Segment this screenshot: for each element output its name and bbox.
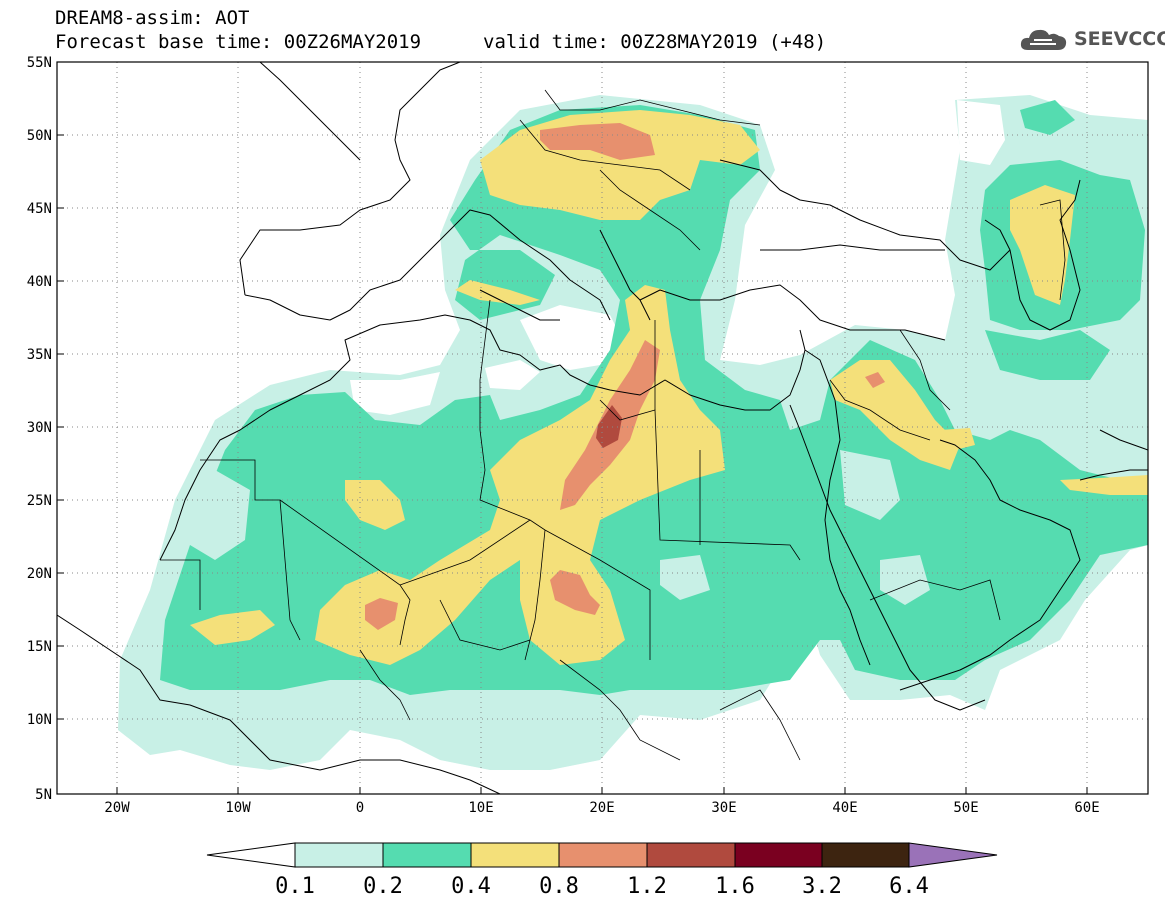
colorbar-label: 1.6: [715, 874, 755, 899]
lon-label: 20W: [104, 800, 130, 816]
valid-time: valid time: 00Z28MAY2019 (+48): [483, 31, 827, 53]
colorbar: [206, 842, 998, 868]
colorbar-label: 0.8: [539, 874, 579, 899]
colorbar-bin: [382, 842, 472, 868]
aot-clear-areas: [350, 100, 1005, 415]
colorbar-label: 6.4: [889, 874, 929, 899]
colorbar-label: 0.4: [451, 874, 491, 899]
lon-label: 30E: [711, 800, 736, 816]
aot-contours: [118, 95, 1148, 770]
colorbar-bin: [470, 842, 560, 868]
logo-text: SEEVCCC: [1074, 28, 1165, 50]
lon-label: 0: [356, 800, 364, 816]
lon-label: 20E: [589, 800, 614, 816]
country-borders: [160, 89, 1066, 761]
map-graticule: [57, 62, 1148, 794]
lat-label: 5N: [35, 787, 52, 803]
lat-label: 15N: [27, 639, 52, 655]
lon-label: 10W: [225, 800, 251, 816]
colorbar-label: 1.2: [627, 874, 667, 899]
colorbar-labels: 0.1 0.2 0.4 0.8 1.2 1.6 3.2 6.4: [275, 874, 929, 899]
lat-label: 20N: [27, 566, 52, 582]
lat-label: 30N: [27, 420, 52, 436]
colorbar-label: 0.2: [363, 874, 403, 899]
forecast-base-time: Forecast base time: 00Z26MAY2019: [55, 31, 422, 53]
colorbar-label: 0.1: [275, 874, 315, 899]
longitude-labels: 20W 10W 0 10E 20E 30E 40E 50E 60E: [104, 800, 1099, 816]
lon-label: 40E: [832, 800, 857, 816]
colorbar-label: 3.2: [802, 874, 842, 899]
lat-label: 50N: [27, 128, 52, 144]
lon-label: 60E: [1074, 800, 1099, 816]
map-title: DREAM8-assim: AOT: [55, 7, 250, 29]
seevccc-logo: SEEVCCC: [1018, 24, 1165, 54]
colorbar-bin: [294, 842, 384, 868]
coastlines: [57, 62, 1148, 794]
colorbar-bin: [646, 842, 736, 868]
lat-label: 35N: [27, 347, 52, 363]
aot-level-0.1-patches: [185, 450, 930, 605]
lon-label: 10E: [468, 800, 493, 816]
lon-label: 50E: [953, 800, 978, 816]
lat-label: 55N: [27, 55, 52, 71]
lat-label: 40N: [27, 274, 52, 290]
colorbar-bin: [558, 842, 648, 868]
lat-label: 25N: [27, 493, 52, 509]
cloud-icon: [1020, 29, 1067, 50]
latitude-labels: 55N 50N 45N 40N 35N 30N 25N 20N 15N 10N …: [27, 55, 52, 803]
colorbar-bin: [821, 842, 910, 868]
colorbar-bin: [734, 842, 823, 868]
colorbar-underflow: [206, 842, 296, 868]
lat-label: 10N: [27, 712, 52, 728]
axis-ticks: [57, 61, 1088, 795]
lat-label: 45N: [27, 201, 52, 217]
colorbar-overflow: [908, 842, 998, 868]
